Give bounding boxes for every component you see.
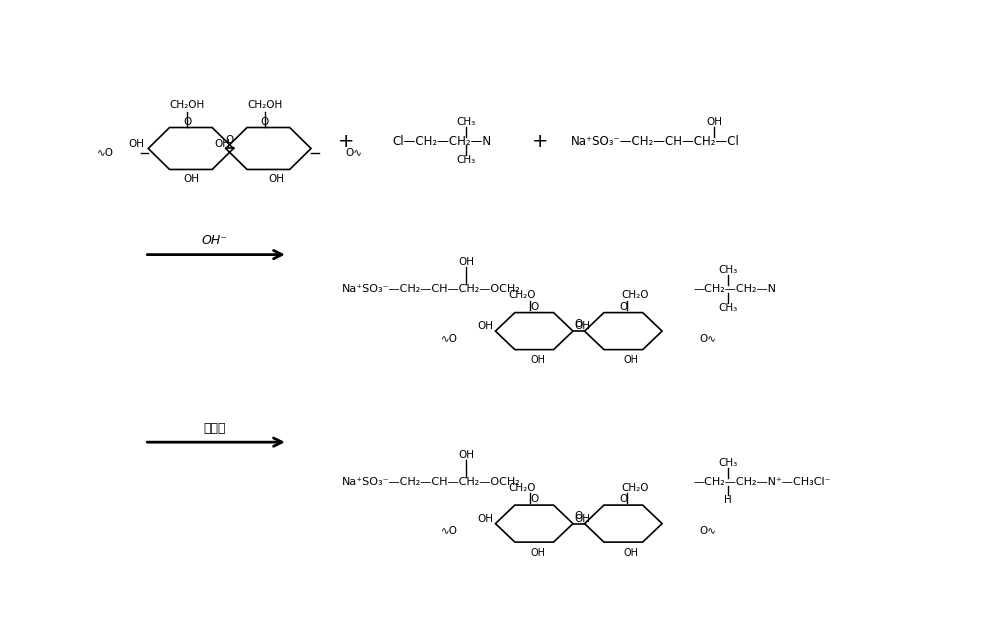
Text: ∿O: ∿O <box>97 149 114 158</box>
Text: O: O <box>530 302 538 312</box>
Text: OH: OH <box>574 321 590 331</box>
Text: OH: OH <box>458 449 474 460</box>
Text: CH₃: CH₃ <box>718 303 738 313</box>
Text: O: O <box>575 319 583 329</box>
Text: OH: OH <box>624 548 639 558</box>
Text: O: O <box>226 135 234 145</box>
Text: OH: OH <box>183 174 199 185</box>
Text: O∿: O∿ <box>699 333 716 344</box>
Text: 酸中和: 酸中和 <box>203 422 225 435</box>
Text: CH₂O: CH₂O <box>509 483 536 493</box>
Text: OH: OH <box>478 321 494 331</box>
Text: OH: OH <box>458 257 474 267</box>
Text: CH₂O: CH₂O <box>621 483 649 493</box>
Text: CH₃: CH₃ <box>456 155 476 165</box>
Text: Cl—CH₂—CH₂—N: Cl—CH₂—CH₂—N <box>392 135 492 147</box>
Text: —CH₂—CH₂—N: —CH₂—CH₂—N <box>693 284 776 294</box>
Text: CH₃: CH₃ <box>718 458 738 468</box>
Text: O: O <box>530 494 538 504</box>
Text: —CH₂—CH₂—N⁺—CH₃Cl⁻: —CH₂—CH₂—N⁺—CH₃Cl⁻ <box>693 477 831 487</box>
Text: O: O <box>619 494 627 504</box>
Text: +: + <box>531 131 548 151</box>
Text: OH: OH <box>478 513 494 524</box>
Text: CH₂OH: CH₂OH <box>169 100 205 110</box>
Text: H: H <box>724 495 732 505</box>
Text: CH₂O: CH₂O <box>621 290 649 301</box>
Text: CH₃: CH₃ <box>456 117 476 128</box>
Text: O: O <box>619 302 627 312</box>
Text: O: O <box>260 117 269 126</box>
Text: CH₂OH: CH₂OH <box>247 100 282 110</box>
Text: O: O <box>183 117 191 126</box>
Text: OH: OH <box>706 117 722 128</box>
Text: OH⁻: OH⁻ <box>201 234 227 247</box>
Text: Na⁺SO₃⁻—CH₂—CH—CH₂—OCH₂: Na⁺SO₃⁻—CH₂—CH—CH₂—OCH₂ <box>342 477 521 487</box>
Text: OH: OH <box>531 356 546 365</box>
Text: CH₂O: CH₂O <box>509 290 536 301</box>
Text: CH₃: CH₃ <box>718 265 738 276</box>
Text: ∿O: ∿O <box>441 526 458 536</box>
Text: Na⁺SO₃⁻—CH₂—CH—CH₂—Cl: Na⁺SO₃⁻—CH₂—CH—CH₂—Cl <box>571 135 740 147</box>
Text: ∿O: ∿O <box>441 333 458 344</box>
Text: OH: OH <box>624 356 639 365</box>
Text: O: O <box>575 511 583 521</box>
Text: O∿: O∿ <box>699 526 716 536</box>
Text: OH: OH <box>531 548 546 558</box>
Text: OH: OH <box>128 138 144 149</box>
Text: OH: OH <box>574 513 590 524</box>
Text: O∿: O∿ <box>345 149 362 158</box>
Text: OH: OH <box>268 174 284 185</box>
Text: Na⁺SO₃⁻—CH₂—CH—CH₂—OCH₂: Na⁺SO₃⁻—CH₂—CH—CH₂—OCH₂ <box>342 284 521 294</box>
Text: +: + <box>338 131 354 151</box>
Text: OH: OH <box>214 138 230 149</box>
